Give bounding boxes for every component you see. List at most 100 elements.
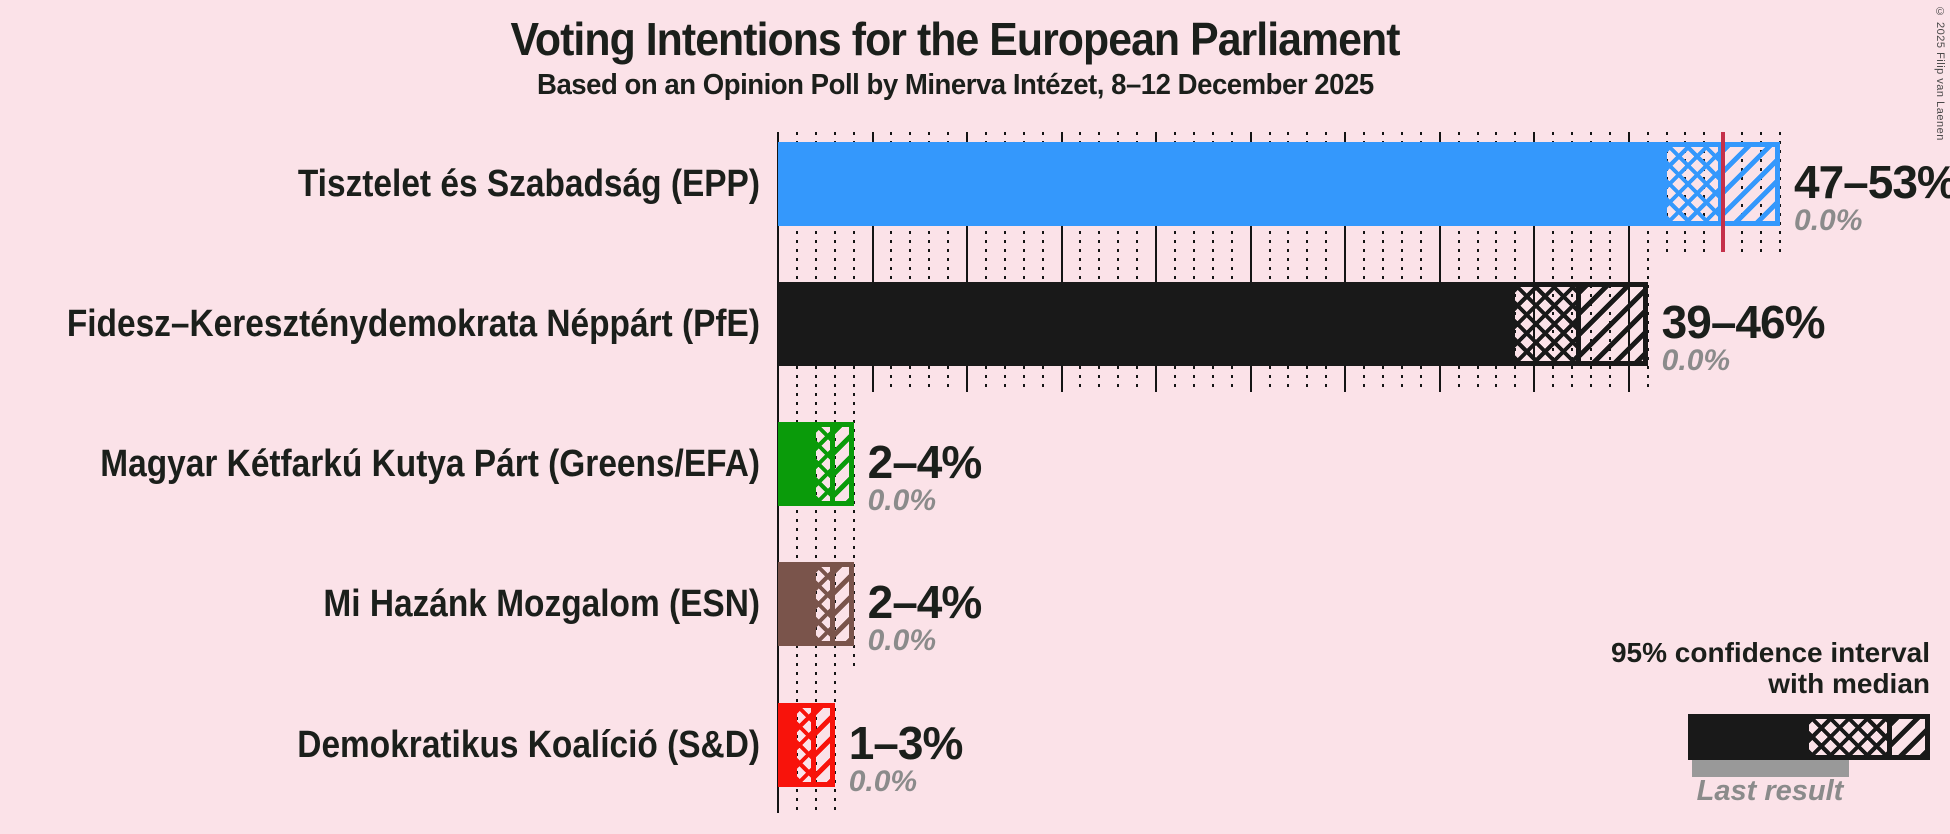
gridline-minor (1192, 132, 1195, 392)
bar-crosshatch-segment (815, 567, 830, 641)
gridline-minor (890, 132, 893, 392)
bar-diagonal-segment (815, 708, 830, 782)
gridline-minor (1495, 132, 1498, 392)
legend-sample-crosshatch-segment (1809, 719, 1887, 755)
gridline-major (1249, 132, 1252, 392)
bar-solid-segment (778, 422, 816, 506)
gridline-minor (1646, 132, 1649, 392)
gridline-minor (1457, 132, 1460, 392)
last-result-label: 0.0% (1661, 344, 1731, 377)
bar-solid-segment (778, 142, 1667, 226)
gridline-major (1060, 132, 1063, 392)
gridline-minor (1117, 132, 1120, 392)
bar-confidence-interval (1515, 282, 1648, 366)
last-result-label: 0.0% (867, 484, 936, 517)
legend-sample-solid-segment (1693, 719, 1809, 755)
gridline-major (1533, 132, 1536, 392)
legend-sample-diagonal-segment (1892, 719, 1925, 755)
gridline-minor (852, 132, 855, 672)
legend-sample-bar (1688, 714, 1930, 760)
gridline-minor (1211, 132, 1214, 392)
party-label: Tisztelet és Szabadság (EPP) (297, 162, 760, 205)
gridline-minor (1325, 132, 1328, 392)
party-label: Fidesz–Kereszténydemokrata Néppárt (PfE) (66, 302, 760, 345)
bar-confidence-interval (796, 703, 835, 787)
gridline-major (871, 132, 874, 392)
party-label: Demokratikus Koalíció (S&D) (297, 723, 760, 766)
gridline-major (966, 132, 969, 392)
bar-confidence-interval (815, 562, 854, 646)
party-label: Mi Hazánk Mozgalom (ESN) (323, 582, 760, 625)
gridline-minor (1571, 132, 1574, 392)
gridline-major (1438, 132, 1441, 392)
bar-diagonal-segment (834, 427, 849, 501)
gridline-minor (1174, 132, 1177, 392)
bar-solid-segment (778, 562, 816, 646)
bar-median-divider (1718, 147, 1724, 221)
bar-diagonal-segment (1581, 287, 1643, 361)
bar-crosshatch-segment (1666, 147, 1719, 221)
gridline-minor (1230, 132, 1233, 392)
ci-range-label: 2–4% (867, 576, 983, 628)
gridline-minor (1552, 132, 1555, 392)
gridline-minor (928, 132, 931, 392)
legend-last-result-bar (1692, 760, 1849, 777)
bar-confidence-interval (815, 422, 854, 506)
bar-median-divider (829, 567, 835, 641)
last-result-label: 0.0% (867, 624, 936, 657)
last-result-label: 0.0% (1794, 204, 1863, 237)
gridline-minor (1268, 132, 1271, 392)
ci-range-label: 2–4% (867, 436, 983, 488)
gridline-minor (1003, 132, 1006, 392)
ci-range-label: 1–3% (848, 717, 964, 769)
legend-ci-line2: with median (1768, 668, 1930, 699)
ci-range-label: 39–46% (1661, 296, 1826, 348)
legend-last-result-label: Last result (1696, 775, 1844, 807)
bar-median-divider (810, 708, 816, 782)
bar-crosshatch-segment (1515, 287, 1577, 361)
gridline-minor (1779, 132, 1782, 252)
majority-threshold-line (1721, 132, 1726, 252)
chart-title: Voting Intentions for the European Parli… (0, 12, 1910, 66)
gridline-minor (1041, 132, 1044, 392)
gridline-minor (1476, 132, 1479, 392)
gridline-minor (1306, 132, 1309, 392)
gridline-minor (984, 132, 987, 392)
bar-median-divider (829, 427, 835, 501)
gridline-minor (1022, 132, 1025, 392)
gridline-minor (1136, 132, 1139, 392)
legend-ci-line1: 95% confidence interval (1610, 637, 1930, 668)
gridline-minor (1381, 132, 1384, 392)
bar-diagonal-segment (834, 567, 849, 641)
ci-range-label: 47–53% (1794, 156, 1950, 208)
gridline-minor (1514, 132, 1517, 392)
legend-ci-label: 95% confidence interval with median (1611, 637, 1930, 699)
copyright-notice: © 2025 Filip van Laenen (1934, 6, 1946, 141)
chart-subtitle-text: Based on an Opinion Poll by Minerva Inté… (536, 69, 1374, 101)
gridline-minor (1287, 132, 1290, 392)
bar-solid-segment (778, 282, 1516, 366)
last-result-label: 0.0% (848, 765, 918, 798)
bar-solid-segment (778, 703, 797, 787)
gridline-minor (1400, 132, 1403, 392)
gridline-minor (1608, 132, 1611, 392)
bar-median-divider (1576, 287, 1582, 361)
gridline-major (1627, 132, 1630, 392)
chart-title-text: Voting Intentions for the European Parli… (510, 13, 1400, 65)
gridline-minor (1363, 132, 1366, 392)
gridline-minor (909, 132, 912, 392)
chart-subtitle: Based on an Opinion Poll by Minerva Inté… (0, 69, 1910, 102)
bar-crosshatch-segment (815, 427, 830, 501)
party-label: Magyar Kétfarkú Kutya Párt (Greens/EFA) (100, 442, 761, 485)
legend-sample-median-divider (1887, 719, 1892, 755)
gridline-minor (1079, 132, 1082, 392)
gridline-major (1155, 132, 1158, 392)
gridline-major (1344, 132, 1347, 392)
bar-crosshatch-segment (796, 708, 811, 782)
gridline-minor (947, 132, 950, 392)
gridline-minor (1419, 132, 1422, 392)
bar-diagonal-segment (1723, 147, 1775, 221)
gridline-minor (1098, 132, 1101, 392)
